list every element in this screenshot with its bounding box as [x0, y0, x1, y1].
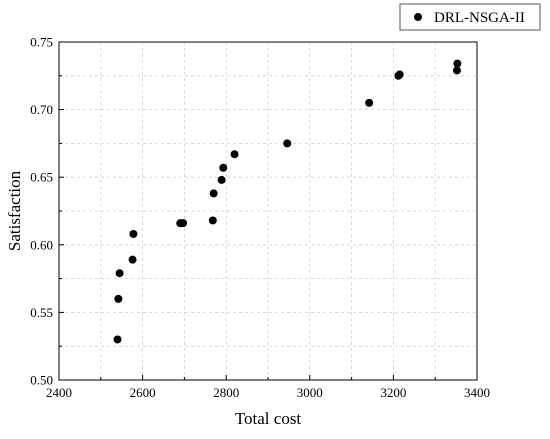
- x-tick-label: 2800: [213, 385, 239, 400]
- data-point: [114, 294, 123, 303]
- legend-label: DRL-NSGA-II: [434, 10, 525, 26]
- y-tick-label: 0.50: [30, 373, 53, 388]
- x-tick-label: 2600: [130, 385, 156, 400]
- data-point: [179, 219, 188, 228]
- data-point: [452, 66, 461, 75]
- x-tick-label: 3400: [464, 385, 490, 400]
- data-point: [283, 139, 292, 148]
- y-tick-label: 0.55: [30, 305, 53, 320]
- x-tick-label: 3000: [297, 385, 323, 400]
- data-point: [395, 70, 404, 79]
- data-point: [128, 255, 137, 264]
- axis-ticks: 2400 2600 2800 3000 3200 3400 0.50 0.55 0.60 0.65…: [30, 35, 490, 401]
- x-axis-title: Total cost: [235, 409, 302, 428]
- data-point: [453, 59, 462, 68]
- legend-marker: [414, 13, 422, 21]
- x-tick-label: 2400: [46, 385, 72, 400]
- data-point: [115, 269, 124, 278]
- y-tick-label: 0.65: [30, 170, 53, 185]
- data-point: [217, 175, 226, 184]
- data-points: [113, 59, 462, 344]
- data-point: [113, 335, 122, 344]
- data-point: [365, 98, 374, 107]
- data-point: [129, 229, 138, 238]
- legend-box: [399, 3, 541, 31]
- data-point: [219, 163, 228, 172]
- x-tick-label: 3200: [380, 385, 406, 400]
- grid: [59, 42, 477, 380]
- data-point: [209, 189, 218, 198]
- y-axis-title: Satisfaction: [5, 170, 24, 251]
- y-tick-label: 0.75: [30, 35, 53, 50]
- y-tick-label: 0.60: [30, 237, 53, 252]
- y-tick-label: 0.70: [30, 102, 53, 117]
- data-point: [208, 216, 217, 225]
- data-point: [230, 150, 239, 159]
- legend: DRL-NSGA-II: [399, 3, 541, 31]
